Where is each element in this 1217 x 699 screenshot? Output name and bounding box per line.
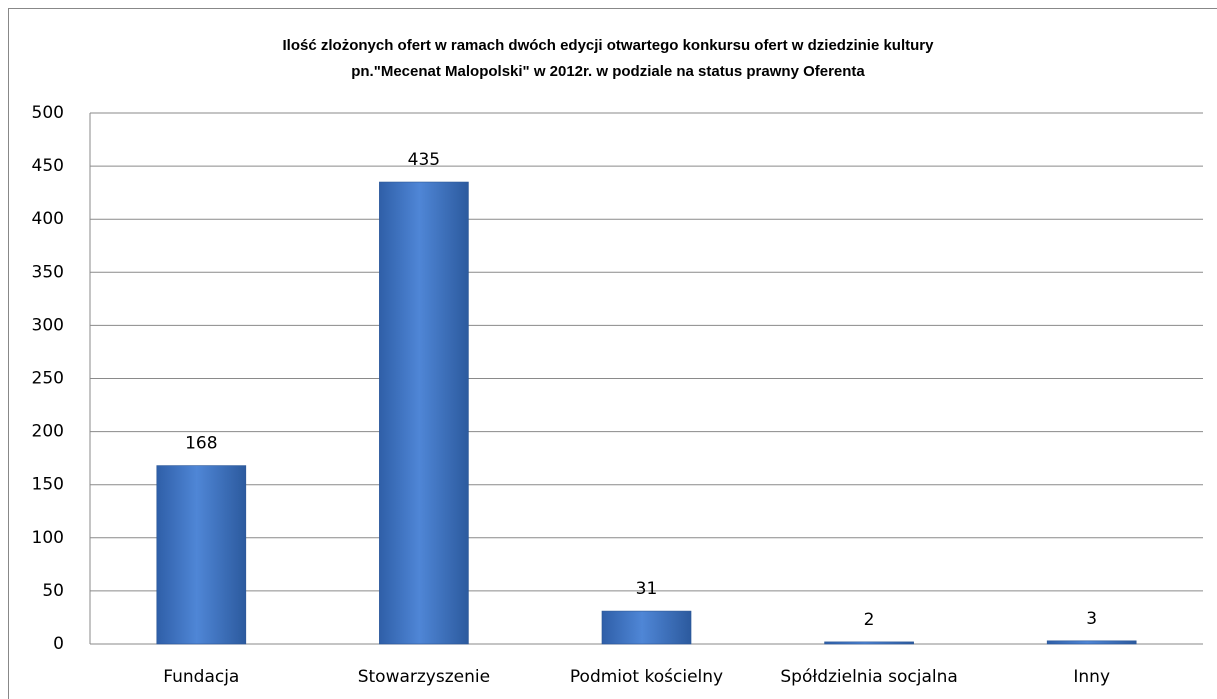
data-label: 168 bbox=[185, 434, 217, 454]
chart-title: Ilość zlożonych ofert w ramach dwóch edy… bbox=[283, 37, 935, 54]
y-tick-label: 250 bbox=[32, 369, 64, 389]
x-tick-label: Stowarzyszenie bbox=[358, 667, 490, 687]
y-tick-label: 300 bbox=[32, 315, 64, 335]
y-tick-label: 500 bbox=[32, 103, 64, 123]
y-tick-label: 200 bbox=[32, 422, 64, 442]
data-label: 435 bbox=[408, 150, 440, 170]
x-tick-label: Podmiot kościelny bbox=[570, 667, 723, 687]
y-tick-label: 350 bbox=[32, 262, 64, 282]
y-tick-label: 450 bbox=[32, 156, 64, 176]
chart-title: pn."Mecenat Malopolski" w 2012r. w podzi… bbox=[351, 63, 865, 80]
data-label: 3 bbox=[1086, 609, 1097, 629]
bar bbox=[1046, 640, 1137, 645]
x-tick-label: Spółdzielnia socjalna bbox=[780, 667, 957, 687]
bar bbox=[601, 610, 692, 645]
data-label: 31 bbox=[636, 579, 658, 599]
y-tick-label: 0 bbox=[53, 634, 64, 654]
y-tick-label: 100 bbox=[32, 528, 64, 548]
x-tick-label: Fundacja bbox=[163, 667, 239, 687]
y-tick-label: 400 bbox=[32, 209, 64, 229]
bar bbox=[379, 181, 469, 645]
y-tick-label: 150 bbox=[32, 475, 64, 495]
bar bbox=[824, 641, 914, 645]
y-tick-label: 50 bbox=[42, 581, 64, 601]
x-tick-label: Inny bbox=[1073, 667, 1110, 687]
data-label: 2 bbox=[864, 610, 875, 630]
bar bbox=[156, 465, 247, 645]
